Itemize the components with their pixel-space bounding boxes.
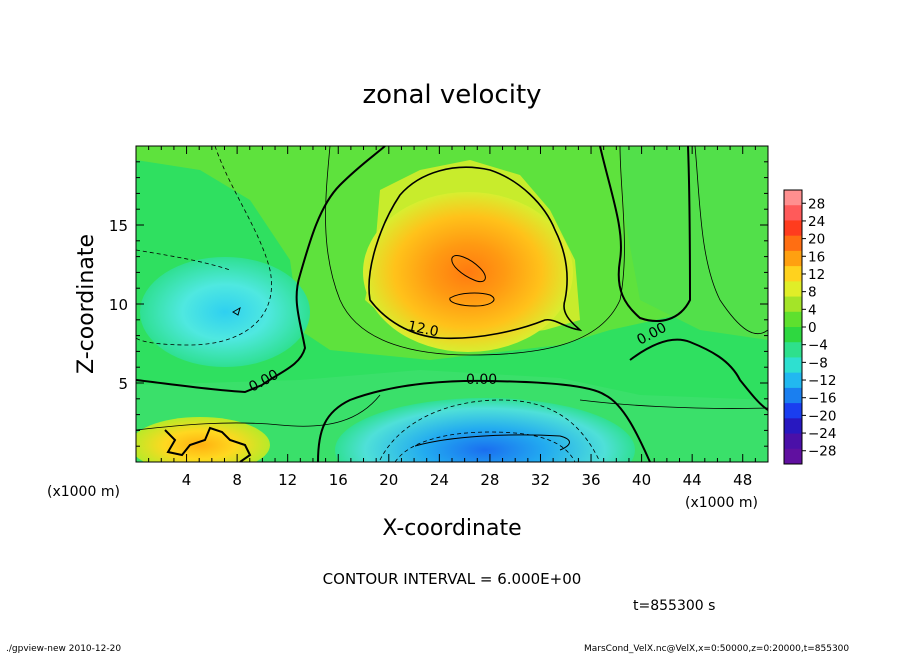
colorbar-swatch — [784, 250, 802, 267]
colorbar-label: 16 — [808, 249, 825, 265]
colorbar-label: −28 — [808, 444, 837, 460]
colorbar-swatch — [784, 372, 802, 389]
colorbar-swatch — [784, 220, 802, 237]
colorbar-label: 24 — [808, 214, 825, 230]
x-unit-right: (x1000 m) — [685, 495, 758, 511]
x-tick-label: 12 — [278, 471, 297, 489]
colorbar-label: 4 — [808, 302, 817, 318]
contour-label-0-center: 0.00 — [466, 372, 497, 388]
colorbar-label: 28 — [808, 196, 825, 212]
x-tick-label: 48 — [733, 471, 752, 489]
plot-area: 12.0 0.00 0.00 0.00 — [136, 146, 768, 462]
footer-left: ./gpview-new 2010-12-20 — [6, 644, 121, 654]
x-tick-label: 28 — [480, 471, 499, 489]
x-tick-label: 32 — [531, 471, 550, 489]
colorbar-label: −16 — [808, 391, 837, 407]
colorbar-swatch — [784, 311, 802, 328]
zero-contours — [136, 146, 768, 462]
x-unit-left: (x1000 m) — [47, 484, 120, 500]
colorbar-swatch — [784, 448, 802, 465]
colorbar-label: −12 — [808, 373, 837, 389]
colorbar-swatch — [784, 357, 802, 374]
y-axis-label: Z-coordinate — [74, 234, 99, 374]
dashed-contours — [136, 146, 601, 462]
x-axis-label: X-coordinate — [382, 516, 521, 541]
colorbar-label: 12 — [808, 267, 825, 283]
colorbar-label: −4 — [808, 338, 828, 354]
colorbar-swatch — [784, 235, 802, 252]
x-tick-label: 44 — [683, 471, 702, 489]
contour-interval-text: CONTOUR INTERVAL = 6.000E+00 — [323, 570, 582, 588]
x-axis: 4 8 12 16 20 24 28 32 36 40 44 48 — [148, 146, 756, 489]
colorbar-swatch — [784, 190, 802, 206]
colorbar-label: 20 — [808, 232, 825, 248]
x-tick-label: 40 — [632, 471, 651, 489]
y-tick-label: 15 — [109, 217, 128, 235]
footer-right: MarsCond_VelX.nc@VelX,x=0:50000,z=0:2000… — [584, 644, 849, 654]
colorbar-label: −20 — [808, 408, 837, 424]
colorbar-swatch — [784, 433, 802, 450]
x-tick-label: 4 — [182, 471, 192, 489]
colorbar-label: −8 — [808, 355, 828, 371]
colorbar-swatch — [784, 296, 802, 313]
thin-contours — [136, 146, 768, 431]
inner-contours — [232, 255, 570, 451]
contour-label-12: 12.0 — [406, 318, 440, 340]
colorbar-swatch — [784, 205, 802, 221]
colorbar-swatch — [784, 387, 802, 404]
chart-title: zonal velocity — [362, 80, 541, 110]
y-tick-label: 5 — [118, 375, 128, 393]
x-tick-label: 16 — [329, 471, 348, 489]
field-band-right — [620, 146, 768, 340]
x-tick-label: 36 — [581, 471, 600, 489]
field-warm-core — [363, 192, 573, 352]
x-tick-label: 24 — [430, 471, 449, 489]
colorbar-label: −24 — [808, 426, 837, 442]
colorbar-swatch — [784, 266, 802, 282]
warm-contours — [368, 166, 583, 340]
colorbar-label: 8 — [808, 285, 817, 301]
time-text: t=855300 s — [633, 598, 715, 614]
colorbar-swatch — [784, 281, 802, 298]
y-axis: 5 10 15 — [109, 161, 768, 447]
colorbar-label: 0 — [808, 320, 817, 336]
colorbar-swatch — [784, 342, 802, 358]
x-tick-label: 8 — [232, 471, 242, 489]
colorbar-swatch — [784, 403, 802, 419]
field-yellow-region — [136, 417, 270, 462]
field-cyan-region — [140, 257, 310, 367]
colorbar-swatch — [784, 327, 802, 343]
colorbar-swatch — [784, 418, 802, 435]
y-tick-label: 10 — [109, 296, 128, 314]
x-tick-label: 20 — [379, 471, 398, 489]
